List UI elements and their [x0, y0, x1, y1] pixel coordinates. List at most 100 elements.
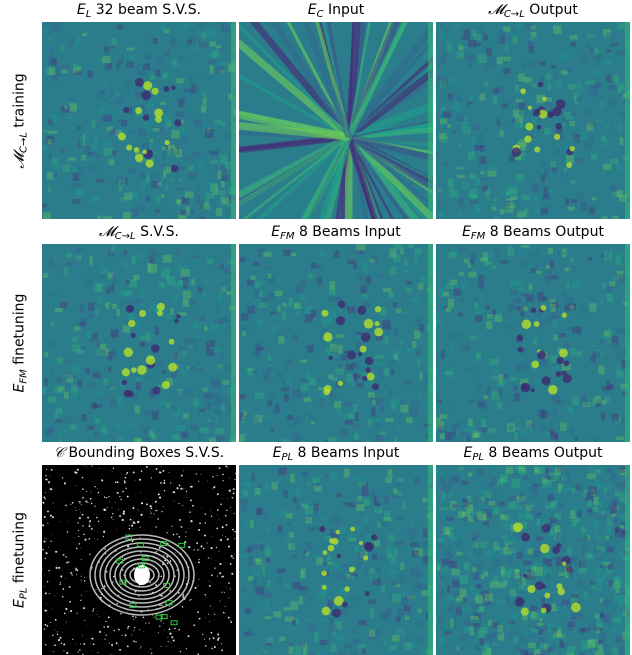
noise — [118, 179, 126, 186]
noise — [569, 347, 577, 355]
feature-blob — [554, 134, 560, 140]
noise — [209, 188, 216, 192]
point — [208, 614, 209, 615]
point — [54, 644, 56, 646]
noise — [328, 396, 335, 399]
noise — [312, 623, 316, 631]
point — [81, 559, 82, 560]
point — [100, 523, 101, 524]
noise — [460, 575, 468, 584]
point — [59, 584, 60, 585]
noise — [514, 427, 520, 430]
panel-title: 𝓜C→L Output — [436, 2, 630, 23]
feature-blob — [364, 319, 374, 329]
point — [172, 492, 173, 493]
noise — [217, 364, 223, 369]
noise — [309, 309, 315, 315]
noise — [350, 573, 357, 576]
noise — [597, 94, 600, 101]
noise — [499, 374, 503, 383]
noise — [578, 613, 583, 619]
panel-title: EC Input — [239, 2, 433, 23]
noise — [126, 280, 130, 285]
noise — [454, 289, 461, 296]
noise — [182, 197, 189, 204]
noise — [605, 286, 612, 292]
noise — [543, 194, 550, 199]
noise — [93, 373, 101, 378]
noise — [314, 633, 318, 642]
noise — [502, 312, 505, 317]
noise — [268, 356, 272, 360]
noise — [567, 327, 570, 330]
point — [50, 515, 52, 517]
noise — [358, 490, 361, 493]
noise — [557, 502, 563, 508]
point — [166, 532, 167, 533]
noise — [612, 345, 621, 349]
noise — [396, 628, 404, 636]
point — [193, 549, 194, 550]
noise — [390, 645, 397, 650]
point — [81, 504, 82, 505]
point — [84, 620, 85, 621]
noise — [458, 313, 463, 317]
noise — [299, 393, 307, 398]
noise — [589, 437, 597, 442]
noise — [112, 274, 116, 283]
point — [44, 516, 46, 518]
noise — [374, 496, 377, 504]
noise — [493, 576, 498, 584]
noise — [216, 66, 224, 74]
noise — [272, 406, 278, 415]
noise — [415, 636, 422, 642]
noise — [204, 395, 212, 399]
noise — [522, 195, 530, 200]
noise — [472, 433, 478, 438]
noise — [558, 484, 562, 493]
noise — [106, 287, 110, 294]
point — [127, 611, 128, 612]
noise — [48, 396, 56, 403]
noise — [241, 313, 249, 320]
noise — [492, 309, 496, 314]
noise — [447, 43, 452, 51]
noise — [240, 499, 247, 505]
noise — [467, 368, 476, 371]
noise — [381, 406, 385, 413]
noise — [215, 120, 223, 124]
noise — [186, 430, 193, 438]
point — [98, 611, 99, 612]
noise — [444, 527, 450, 535]
point — [228, 617, 230, 619]
noise — [176, 425, 185, 431]
point — [94, 606, 95, 607]
noise — [605, 416, 610, 422]
noise — [345, 419, 353, 424]
noise — [49, 281, 54, 284]
feature-blob — [126, 145, 132, 151]
noise — [256, 349, 260, 355]
noise — [363, 429, 371, 435]
row-label: EPL finetuning — [12, 512, 33, 608]
feature-blob — [563, 360, 569, 366]
noise — [49, 131, 58, 134]
point — [82, 488, 84, 490]
point — [109, 642, 110, 643]
noise — [469, 399, 474, 404]
noise — [408, 249, 411, 257]
noise — [51, 114, 57, 123]
noise — [244, 348, 251, 355]
noise — [78, 126, 82, 129]
point — [64, 495, 65, 496]
point — [49, 593, 50, 594]
noise — [336, 493, 342, 497]
noise — [102, 268, 109, 274]
saliency-image — [42, 244, 236, 442]
noise — [86, 441, 92, 442]
noise — [586, 41, 590, 50]
noise — [508, 503, 516, 509]
noise — [578, 582, 582, 586]
image-edge — [625, 244, 630, 442]
noise — [397, 517, 404, 520]
